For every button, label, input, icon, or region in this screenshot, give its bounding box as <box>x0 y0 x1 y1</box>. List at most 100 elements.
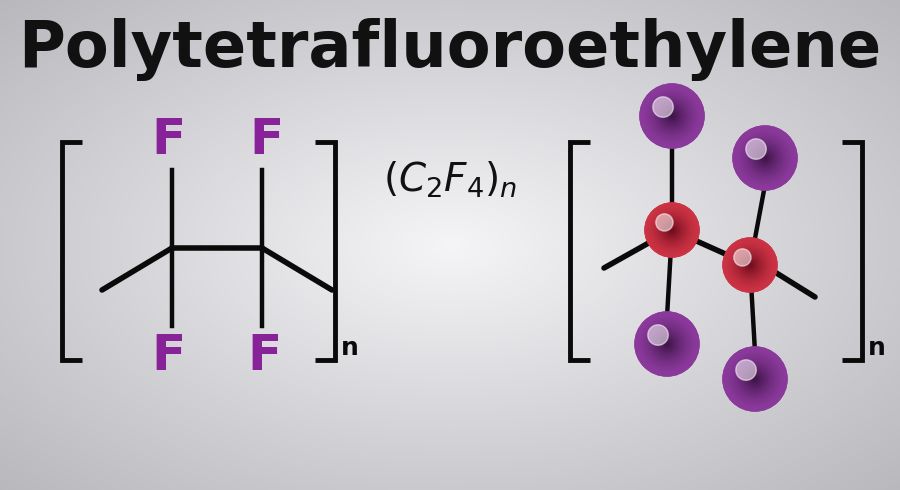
Circle shape <box>654 212 690 248</box>
Circle shape <box>635 312 699 376</box>
Circle shape <box>742 366 768 392</box>
Circle shape <box>660 218 685 243</box>
Circle shape <box>734 249 752 266</box>
Circle shape <box>663 107 680 124</box>
Text: F: F <box>247 332 281 380</box>
Circle shape <box>741 256 759 274</box>
Circle shape <box>652 329 682 359</box>
Circle shape <box>669 226 676 234</box>
Circle shape <box>656 214 673 231</box>
Circle shape <box>729 353 780 405</box>
Circle shape <box>670 228 674 232</box>
Circle shape <box>652 97 691 135</box>
Circle shape <box>651 95 693 137</box>
Circle shape <box>650 327 684 361</box>
Circle shape <box>746 370 763 388</box>
Circle shape <box>670 114 674 118</box>
Circle shape <box>739 254 760 276</box>
Circle shape <box>753 377 757 381</box>
Circle shape <box>651 208 694 251</box>
Circle shape <box>637 314 697 374</box>
Text: F: F <box>151 332 185 380</box>
Circle shape <box>740 364 770 394</box>
Circle shape <box>726 242 773 289</box>
Circle shape <box>735 128 795 188</box>
Circle shape <box>750 143 780 173</box>
Circle shape <box>665 342 669 346</box>
Circle shape <box>640 84 704 148</box>
Circle shape <box>746 261 753 269</box>
Circle shape <box>644 88 699 144</box>
Circle shape <box>746 139 766 159</box>
Circle shape <box>757 149 773 167</box>
Circle shape <box>642 318 693 369</box>
Circle shape <box>657 101 687 131</box>
Circle shape <box>742 135 788 181</box>
Circle shape <box>655 99 689 133</box>
Text: n: n <box>341 336 359 360</box>
Circle shape <box>723 347 787 411</box>
Circle shape <box>644 320 690 368</box>
Circle shape <box>645 323 688 366</box>
Circle shape <box>668 112 676 120</box>
Text: $(C_2F_4)_n$: $(C_2F_4)_n$ <box>382 160 518 200</box>
Circle shape <box>635 312 699 376</box>
Circle shape <box>665 223 680 237</box>
Circle shape <box>662 105 683 127</box>
Circle shape <box>723 238 777 292</box>
Circle shape <box>736 360 756 380</box>
Circle shape <box>737 252 762 278</box>
Circle shape <box>649 207 696 253</box>
Circle shape <box>759 151 771 165</box>
Circle shape <box>744 368 766 390</box>
Circle shape <box>736 360 774 398</box>
Circle shape <box>663 221 681 239</box>
Circle shape <box>656 214 688 246</box>
Circle shape <box>662 340 671 348</box>
Text: n: n <box>868 336 886 360</box>
Circle shape <box>661 338 673 350</box>
Circle shape <box>738 362 772 396</box>
Circle shape <box>648 325 686 363</box>
Circle shape <box>642 86 702 146</box>
Circle shape <box>732 356 778 402</box>
Circle shape <box>742 258 757 272</box>
Circle shape <box>740 132 790 184</box>
Circle shape <box>656 333 678 355</box>
Circle shape <box>658 216 687 245</box>
Circle shape <box>749 372 761 386</box>
Circle shape <box>725 349 785 409</box>
Circle shape <box>649 93 696 140</box>
Circle shape <box>733 126 797 190</box>
Circle shape <box>748 263 752 267</box>
Circle shape <box>645 203 699 257</box>
Circle shape <box>640 84 704 148</box>
Circle shape <box>654 331 680 357</box>
Circle shape <box>734 358 777 400</box>
Circle shape <box>659 103 685 129</box>
Circle shape <box>639 316 695 372</box>
Text: Polytetrafluoroethylene: Polytetrafluoroethylene <box>18 18 882 81</box>
Circle shape <box>730 245 770 285</box>
Circle shape <box>645 203 699 257</box>
Circle shape <box>727 351 783 407</box>
Circle shape <box>723 238 777 292</box>
Circle shape <box>743 137 787 179</box>
Circle shape <box>763 156 767 160</box>
Circle shape <box>737 130 793 186</box>
Circle shape <box>647 205 698 255</box>
Circle shape <box>746 139 784 177</box>
Circle shape <box>735 250 764 279</box>
Circle shape <box>667 224 678 235</box>
Circle shape <box>724 240 775 290</box>
Circle shape <box>648 325 669 345</box>
Circle shape <box>646 90 698 142</box>
Circle shape <box>652 210 692 250</box>
Circle shape <box>734 249 766 281</box>
Circle shape <box>662 219 683 241</box>
Circle shape <box>752 145 778 171</box>
Text: F: F <box>151 116 185 164</box>
Text: F: F <box>250 116 284 164</box>
Circle shape <box>748 141 782 175</box>
Circle shape <box>659 336 676 352</box>
